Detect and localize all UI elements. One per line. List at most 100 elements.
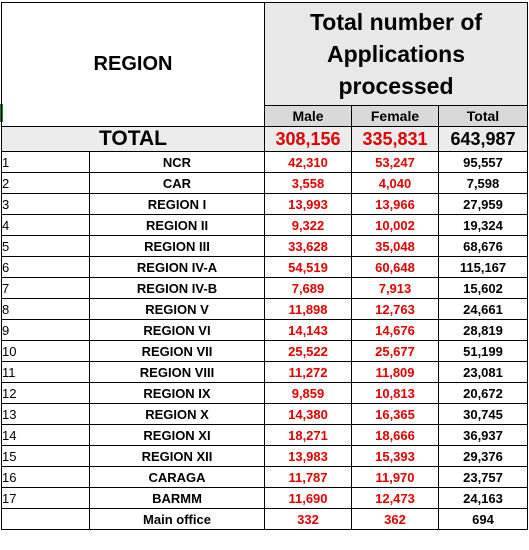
region-name: REGION IX bbox=[89, 382, 265, 404]
male-count: 9,859 bbox=[264, 382, 352, 404]
table-row: 7 REGION IV-B 7,689 7,913 15,602 bbox=[1, 277, 528, 299]
female-count: 16,365 bbox=[351, 403, 439, 425]
female-count: 60,648 bbox=[351, 256, 439, 278]
region-name: REGION XI bbox=[89, 424, 265, 446]
table-row: 13 REGION X 14,380 16,365 30,745 bbox=[1, 403, 528, 425]
male-count: 11,690 bbox=[264, 487, 352, 509]
female-count: 35,048 bbox=[351, 235, 439, 257]
region-name: REGION V bbox=[89, 298, 265, 320]
row-number: 7 bbox=[1, 277, 90, 299]
row-number: 17 bbox=[1, 487, 90, 509]
row-number: 13 bbox=[1, 403, 90, 425]
region-name: Main office bbox=[89, 508, 265, 530]
female-column-header: Female bbox=[351, 105, 439, 127]
region-name: REGION IV-A bbox=[89, 256, 265, 278]
male-count: 11,787 bbox=[264, 466, 352, 488]
male-count: 11,898 bbox=[264, 298, 352, 320]
table-row: 14 REGION XI 18,271 18,666 36,937 bbox=[1, 424, 528, 446]
table-row: 3 REGION I 13,993 13,966 27,959 bbox=[1, 193, 528, 215]
total-all: 643,987 bbox=[438, 126, 528, 152]
total-count: 20,672 bbox=[438, 382, 528, 404]
total-count: 24,661 bbox=[438, 298, 528, 320]
female-count: 12,763 bbox=[351, 298, 439, 320]
male-column-header: Male bbox=[264, 105, 352, 127]
female-count: 10,002 bbox=[351, 214, 439, 236]
region-name: REGION XII bbox=[89, 445, 265, 467]
table-row: 4 REGION II 9,322 10,002 19,324 bbox=[1, 214, 528, 236]
applications-table: REGION Total number of Applications proc… bbox=[1, 2, 528, 530]
table-row: 16 CARAGA 11,787 11,970 23,757 bbox=[1, 466, 528, 488]
male-count: 13,983 bbox=[264, 445, 352, 467]
row-number: 5 bbox=[1, 235, 90, 257]
total-count: 7,598 bbox=[438, 172, 528, 194]
total-title-line-2: Applications bbox=[326, 41, 465, 67]
table-row: 10 REGION VII 25,522 25,677 51,199 bbox=[1, 340, 528, 362]
table-row: 15 REGION XII 13,983 15,393 29,376 bbox=[1, 445, 528, 467]
total-count: 36,937 bbox=[438, 424, 528, 446]
region-name: REGION VII bbox=[89, 340, 265, 362]
female-count: 4,040 bbox=[351, 172, 439, 194]
row-number: 8 bbox=[1, 298, 90, 320]
female-count: 15,393 bbox=[351, 445, 439, 467]
row-number bbox=[1, 508, 90, 530]
male-count: 14,143 bbox=[264, 319, 352, 341]
row-number: 3 bbox=[1, 193, 90, 215]
female-count: 11,970 bbox=[351, 466, 439, 488]
total-title-line-3: processed bbox=[338, 73, 454, 99]
female-count: 53,247 bbox=[351, 151, 439, 173]
female-count: 14,676 bbox=[351, 319, 439, 341]
region-name: CARAGA bbox=[89, 466, 265, 488]
row-number: 4 bbox=[1, 214, 90, 236]
table-row: 12 REGION IX 9,859 10,813 20,672 bbox=[1, 382, 528, 404]
male-count: 42,310 bbox=[264, 151, 352, 173]
total-count: 29,376 bbox=[438, 445, 528, 467]
female-count: 10,813 bbox=[351, 382, 439, 404]
male-count: 54,519 bbox=[264, 256, 352, 278]
total-count: 28,819 bbox=[438, 319, 528, 341]
region-name: NCR bbox=[89, 151, 265, 173]
female-count: 7,913 bbox=[351, 277, 439, 299]
male-count: 13,993 bbox=[264, 193, 352, 215]
total-count: 27,959 bbox=[438, 193, 528, 215]
region-name: REGION IV-B bbox=[89, 277, 265, 299]
region-name: CAR bbox=[89, 172, 265, 194]
total-column-header: Total bbox=[438, 105, 528, 127]
row-number: 6 bbox=[1, 256, 90, 278]
region-name: REGION VI bbox=[89, 319, 265, 341]
table-row: 9 REGION VI 14,143 14,676 28,819 bbox=[1, 319, 528, 341]
male-count: 3,558 bbox=[264, 172, 352, 194]
male-count: 18,271 bbox=[264, 424, 352, 446]
total-count: 23,757 bbox=[438, 466, 528, 488]
total-applications-header: Total number of Applications processed bbox=[264, 2, 528, 106]
row-number: 11 bbox=[1, 361, 90, 383]
table-row: 1 NCR 42,310 53,247 95,557 bbox=[1, 151, 528, 173]
region-name: REGION II bbox=[89, 214, 265, 236]
table-row: Main office 332 362 694 bbox=[1, 508, 528, 530]
row-number: 16 bbox=[1, 466, 90, 488]
male-count: 33,628 bbox=[264, 235, 352, 257]
row-number: 9 bbox=[1, 319, 90, 341]
row-number: 12 bbox=[1, 382, 90, 404]
table-row: 11 REGION VIII 11,272 11,809 23,081 bbox=[1, 361, 528, 383]
region-name: REGION III bbox=[89, 235, 265, 257]
male-count: 332 bbox=[264, 508, 352, 530]
row-number: 10 bbox=[1, 340, 90, 362]
female-count: 12,473 bbox=[351, 487, 439, 509]
female-count: 11,809 bbox=[351, 361, 439, 383]
female-count: 13,966 bbox=[351, 193, 439, 215]
total-row: TOTAL 308,156 335,831 643,987 bbox=[1, 126, 528, 152]
row-number: 15 bbox=[1, 445, 90, 467]
total-label: TOTAL bbox=[1, 126, 265, 152]
total-male: 308,156 bbox=[264, 126, 352, 152]
male-count: 7,689 bbox=[264, 277, 352, 299]
row-number: 1 bbox=[1, 151, 90, 173]
total-count: 68,676 bbox=[438, 235, 528, 257]
total-female: 335,831 bbox=[351, 126, 439, 152]
total-count: 95,557 bbox=[438, 151, 528, 173]
male-count: 11,272 bbox=[264, 361, 352, 383]
total-title-line-1: Total number of bbox=[309, 9, 483, 35]
region-name: BARMM bbox=[89, 487, 265, 509]
male-count: 14,380 bbox=[264, 403, 352, 425]
total-count: 24,163 bbox=[438, 487, 528, 509]
region-name: REGION X bbox=[89, 403, 265, 425]
